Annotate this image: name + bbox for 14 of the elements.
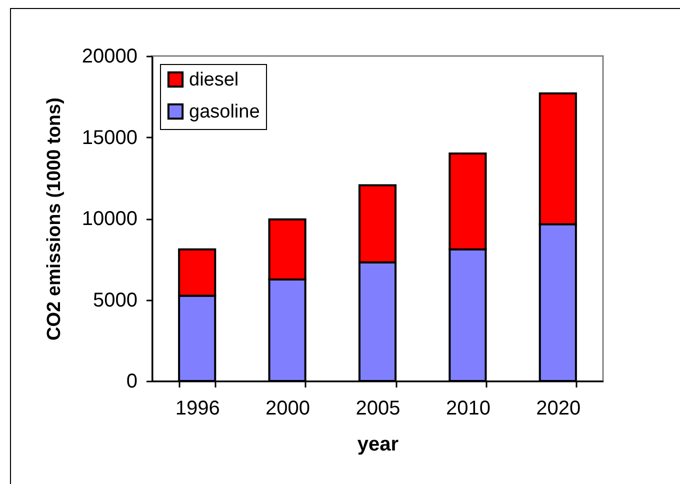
- x-tick-label: 2010: [446, 398, 490, 420]
- legend-label: gasoline: [189, 102, 260, 122]
- legend-label: diesel: [189, 70, 239, 90]
- y-tick-label: 5000: [93, 289, 138, 312]
- x-tick-label: 2020: [536, 398, 581, 420]
- x-axis-title: year: [357, 434, 399, 456]
- y-axis-title: CO2 emissions (1000 tons): [44, 98, 65, 340]
- x-tick-label: 1996: [175, 398, 220, 420]
- y-tick-label: 0: [126, 370, 138, 392]
- y-tick-label: 10000: [82, 208, 138, 230]
- x-tick-label: 2005: [356, 398, 400, 420]
- y-tick-label: 15000: [82, 126, 138, 149]
- y-tick-label: 20000: [82, 46, 138, 68]
- x-tick-label: 2000: [266, 398, 310, 420]
